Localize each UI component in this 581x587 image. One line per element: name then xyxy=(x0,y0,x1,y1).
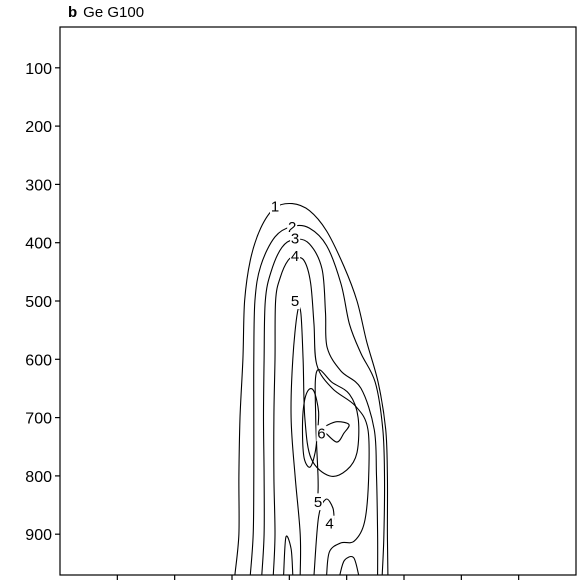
contour-label-4: 4 xyxy=(325,516,333,533)
contour-line-1-0 xyxy=(234,202,389,576)
contour-line-4-4 xyxy=(283,535,294,576)
contour-label-5: 5 xyxy=(291,293,299,310)
contour-label-2: 2 xyxy=(288,219,296,236)
contour-label-bg xyxy=(324,515,335,532)
x-tick-label: 50N xyxy=(332,585,361,587)
y-axis: 100 200 300 400 500 600 700 800 900 xyxy=(25,61,60,544)
contour-line-5-7 xyxy=(339,555,360,576)
contour-label-3: 3 xyxy=(291,231,299,248)
contour-label-5: 5 xyxy=(314,494,322,511)
contour-line-5-6 xyxy=(290,306,360,576)
contour-label-bg xyxy=(313,494,323,511)
contour-label-6: 6 xyxy=(317,425,325,442)
contour-line-3-2 xyxy=(261,238,379,576)
contour-label-4: 4 xyxy=(291,248,299,265)
y-tick-label: 800 xyxy=(25,469,52,486)
y-tick-label: 300 xyxy=(25,177,52,194)
contour-label-bg xyxy=(270,198,280,215)
x-tick-label: 70N xyxy=(447,585,476,587)
x-tick-label: 10N xyxy=(103,585,132,587)
x-tick-label: 40N xyxy=(275,585,304,587)
y-tick-label: 400 xyxy=(25,236,52,253)
panel-title: b Ge G100 xyxy=(68,4,144,21)
x-tick-label: 80N xyxy=(504,585,533,587)
contour-label-bg xyxy=(316,425,327,442)
contour-line-4-5 xyxy=(313,498,335,576)
contour-line-6-9 xyxy=(325,421,350,443)
y-tick-label: 600 xyxy=(25,352,52,369)
contour-label-1: 1 xyxy=(271,199,279,216)
contour-label-bg xyxy=(287,219,298,235)
y-tick-label: 900 xyxy=(25,527,52,544)
contour-label-bg xyxy=(290,248,301,265)
y-tick-label: 700 xyxy=(25,411,52,428)
contour-line-2-1 xyxy=(249,224,386,576)
contour-line-6-8 xyxy=(301,388,320,468)
y-tick-label: 100 xyxy=(25,61,52,78)
x-tick-label: 60N xyxy=(389,585,418,587)
contour-line-4-3 xyxy=(272,256,370,576)
y-tick-label: 200 xyxy=(25,119,52,136)
y-tick-label: 500 xyxy=(25,294,52,311)
x-tick-label: 20N xyxy=(160,585,189,587)
contour-label-bg xyxy=(290,293,301,309)
chart-title: Ge G100 xyxy=(83,4,145,21)
contour-lines xyxy=(234,202,389,576)
contour-label-bg xyxy=(290,230,301,247)
panel-letter: b xyxy=(68,4,78,21)
x-tick-label: 30N xyxy=(217,585,246,587)
x-axis: 10N 20N 30N 40N 50N 60N 70N 80N xyxy=(103,575,533,587)
